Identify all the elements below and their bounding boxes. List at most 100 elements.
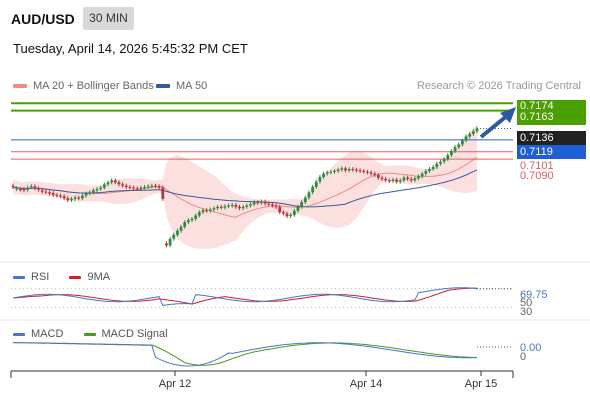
candle-body [446, 155, 450, 160]
candle-body [362, 171, 366, 173]
candle-body [468, 133, 472, 137]
candle-body [464, 136, 468, 141]
candle-body [11, 185, 15, 187]
candle-body [113, 180, 117, 183]
candle-body [124, 185, 128, 187]
candle-body [391, 179, 395, 181]
candle-body [311, 186, 314, 193]
target-price-label: 0.7174 [520, 100, 554, 112]
candle-body [186, 220, 190, 223]
last-price-tag: 0.7136 [517, 131, 586, 145]
candle-body [172, 234, 176, 239]
candle-body [453, 147, 457, 152]
candle-body [146, 186, 150, 188]
candle-body [212, 208, 216, 210]
symbol-title: AUD/USD [11, 11, 75, 27]
candle-body [44, 191, 48, 193]
timeframe-badge[interactable]: 30 MIN [83, 7, 134, 30]
candle-body [102, 184, 106, 188]
candle-body [424, 171, 428, 174]
candle-body [176, 230, 179, 235]
candle-body [51, 192, 55, 195]
candle-body [48, 192, 51, 194]
candle-body [95, 188, 99, 191]
candle-body [322, 173, 325, 178]
candle-body [267, 203, 271, 205]
candle-body [73, 197, 77, 199]
candle-body [314, 181, 318, 187]
candle-body [439, 161, 442, 164]
candle-body [475, 128, 479, 132]
candle-body [62, 196, 66, 199]
candle-body [26, 187, 30, 190]
candle-body [431, 167, 435, 170]
candle-body [395, 179, 399, 182]
target-price-label: 0.7163 [520, 111, 554, 123]
candle-body [139, 187, 143, 189]
pivot-price-tag: 0.7119 [517, 145, 586, 159]
bollinger-band [13, 123, 477, 249]
candle-body [18, 188, 22, 190]
forecast-arrow-head [500, 107, 516, 123]
candle-body [460, 140, 464, 145]
candle-body [435, 163, 439, 168]
candle-body [227, 205, 230, 207]
macd-signal-swatch [83, 332, 96, 336]
candle-body [387, 180, 391, 182]
candle-body [190, 218, 194, 221]
candle-body [376, 175, 380, 178]
macd-tick-label: 0 [520, 351, 527, 363]
candle-body [252, 202, 256, 205]
macd-line [12, 342, 477, 367]
candle-body [428, 169, 431, 172]
candle-body [161, 187, 165, 199]
candle-body [318, 177, 322, 182]
legend-ma50: MA 50 [156, 80, 207, 92]
candle-body [205, 210, 209, 212]
candle-body [157, 186, 161, 188]
candle-body [289, 214, 293, 217]
candle-body [219, 206, 223, 208]
ma50-swatch [156, 84, 170, 89]
candle-body [245, 205, 249, 207]
candle-body [77, 197, 81, 199]
candle-body [183, 222, 187, 227]
candle-body [271, 204, 274, 206]
candle-body [55, 194, 59, 196]
candle-body [285, 213, 289, 217]
candle-body [406, 177, 409, 179]
candle-body [384, 179, 388, 181]
rsi-value-label: 69.75 [520, 289, 548, 301]
candle-body [84, 193, 88, 196]
candle-body [117, 182, 121, 185]
candle-body [154, 185, 157, 187]
research-credit: Research © 2026 Trading Central [416, 80, 581, 92]
candle-body [274, 205, 278, 207]
candle-body [380, 177, 384, 179]
candle-body [29, 186, 33, 188]
x-tick-label: Apr 15 [465, 378, 497, 390]
candle-body [143, 186, 146, 188]
candle-body [88, 192, 92, 194]
rsi-legend-label: RSI [31, 271, 50, 283]
candle-body [369, 172, 373, 174]
candle-body [325, 172, 329, 174]
candle-body [59, 195, 62, 197]
candle-body [420, 173, 424, 177]
candle-body [110, 180, 114, 183]
candle-body [413, 178, 417, 181]
candle-body [66, 198, 70, 201]
candle-body [344, 168, 347, 171]
candle-body [340, 168, 344, 170]
candle-body [241, 206, 245, 209]
candle-body [358, 170, 362, 172]
candle-body [37, 188, 40, 190]
candle-body [135, 188, 139, 190]
macd-value-label: 0.00 [520, 342, 542, 354]
candle-body [402, 177, 406, 181]
forecast-arrow [479, 113, 510, 139]
rsi-legend: RSI 9MA [13, 271, 110, 285]
candle-body [238, 206, 241, 209]
candle-body [333, 171, 336, 173]
